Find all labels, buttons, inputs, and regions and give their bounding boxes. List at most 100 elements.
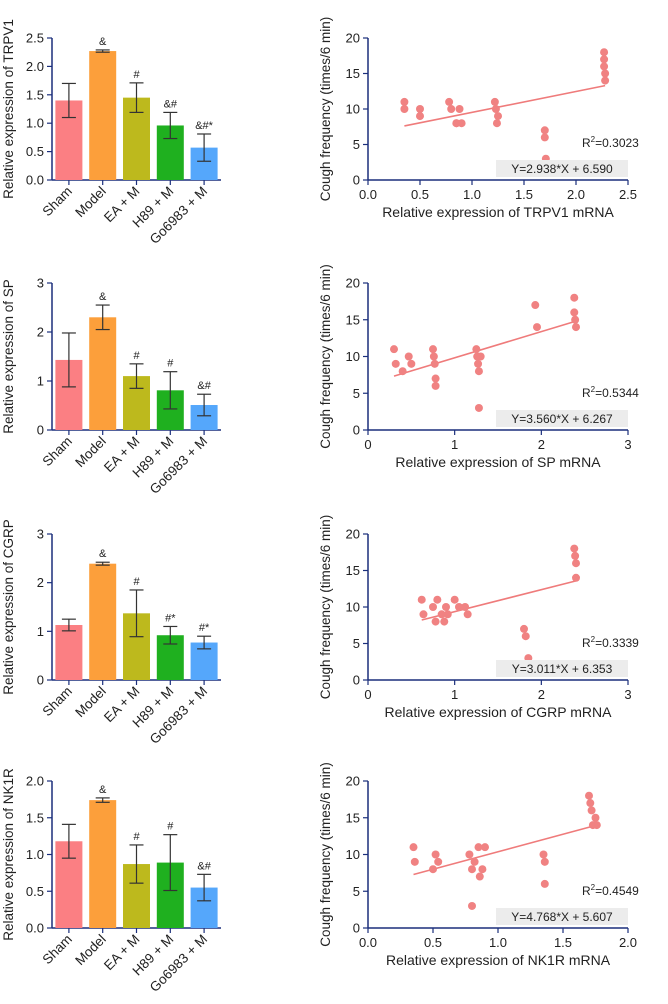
r-squared-superscript: 2 (591, 135, 596, 144)
data-point (404, 352, 413, 361)
data-point (442, 603, 450, 611)
r-squared-value: =0.5344 (595, 386, 639, 400)
data-point (434, 857, 443, 866)
scatter-chart-5: 0 5 10 15 20 0 1 2 3 Cough frequency (times/6 min… (318, 515, 639, 720)
x-tick-label: 3 (624, 437, 631, 452)
y-tick-label: 0 (353, 423, 360, 438)
data-point (468, 865, 476, 874)
data-point (445, 97, 454, 106)
data-point (416, 112, 424, 121)
data-point (431, 381, 440, 390)
data-point (407, 359, 416, 368)
significance-mark: # (167, 358, 174, 370)
x-tick-label: 0 (364, 687, 371, 702)
data-point (398, 367, 407, 376)
data-point (475, 872, 484, 881)
data-point (600, 55, 609, 64)
r-squared-value: =0.4549 (595, 884, 639, 898)
r-squared-value: =0.3339 (595, 636, 639, 650)
r-squared-superscript: 2 (591, 883, 596, 892)
y-tick-label: 2 (37, 575, 44, 590)
x-axis-label: Relative expression of CGRP mRNA (385, 704, 613, 720)
data-point (400, 105, 409, 113)
x-tick-label: 1.0 (489, 935, 507, 950)
data-point (468, 901, 476, 910)
regression-line (413, 824, 598, 876)
data-point (540, 879, 549, 888)
x-axis-label: Relative expression of TRPV1 mRNA (382, 204, 614, 220)
x-tick-label: 2 (538, 437, 545, 452)
significance-mark: # (133, 350, 140, 362)
data-point (572, 573, 580, 582)
r-squared-letter: R (582, 884, 591, 898)
r-squared-label: R2=0.3023 (582, 135, 639, 150)
data-point (540, 133, 549, 142)
y-tick-label: 3 (37, 276, 44, 291)
data-point (455, 105, 464, 113)
y-tick-label: 1 (37, 374, 44, 389)
bar-model (89, 317, 117, 430)
data-point (430, 359, 439, 368)
data-point (455, 603, 463, 611)
data-point (447, 105, 456, 113)
category-label: Sham (39, 434, 75, 470)
data-point (586, 799, 595, 808)
scatter-chart-1: 0 5 10 15 20 0.0 0.5 1.0 1.5 2.0 2.5 Cough frequenc… (318, 17, 639, 220)
data-point (570, 544, 579, 553)
data-point (429, 345, 437, 354)
y-tick-label: 0.5 (26, 884, 44, 899)
y-tick-label: 2.0 (26, 59, 44, 74)
data-point (461, 603, 470, 611)
y-axis-label: Relative expression of SP (1, 279, 16, 434)
y-axis-label: Relative expression of TRPV1 (1, 19, 16, 199)
category-label: Sham (39, 184, 75, 220)
data-point (571, 315, 580, 324)
y-axis-label: Relative expression of NK1R (1, 768, 16, 941)
data-point (520, 624, 528, 633)
bar-model (89, 800, 117, 928)
y-tick-label: 10 (346, 847, 360, 862)
y-tick-label: 2 (37, 325, 44, 340)
y-tick-label: 20 (346, 31, 360, 46)
data-point (592, 821, 601, 830)
y-tick-label: 10 (346, 600, 360, 615)
y-axis-label: Relative expression of CGRP (1, 519, 16, 695)
bar-model (89, 51, 117, 181)
significance-mark: & (99, 36, 107, 48)
data-point (443, 610, 452, 619)
y-tick-label: 0.5 (26, 144, 44, 159)
y-tick-label: 20 (346, 774, 360, 789)
data-point (570, 293, 579, 302)
data-point (570, 308, 579, 317)
y-tick-label: 5 (353, 884, 360, 899)
bar-sham (55, 625, 83, 680)
equation-box (496, 160, 628, 177)
r-squared-letter: R (582, 636, 591, 650)
significance-mark: # (133, 69, 140, 81)
x-tick-label: 1.0 (463, 187, 481, 202)
y-tick-label: 1.5 (26, 87, 44, 102)
y-tick-label: 1.0 (26, 116, 44, 131)
data-point (572, 323, 580, 332)
data-point (463, 610, 472, 619)
data-point (409, 843, 418, 852)
r-squared-label: R2=0.3339 (582, 635, 639, 650)
x-tick-label: 0 (364, 437, 371, 452)
data-point (465, 850, 474, 859)
x-tick-label: 0.0 (359, 187, 377, 202)
data-point (400, 97, 409, 106)
data-point (539, 850, 548, 859)
y-tick-label: 2.5 (26, 31, 44, 46)
y-tick-label: 5 (353, 137, 360, 152)
data-point (481, 843, 489, 852)
y-axis-label: Cough frequency (times/6 min) (318, 264, 333, 449)
significance-mark: # (133, 576, 140, 588)
y-tick-label: 0 (353, 173, 360, 188)
x-tick-label: 0.0 (359, 935, 377, 950)
y-tick-label: 0 (353, 921, 360, 936)
regression-equation: Y=3.011*X + 6.353 (512, 662, 613, 676)
data-point (494, 112, 502, 121)
data-point (429, 352, 438, 361)
